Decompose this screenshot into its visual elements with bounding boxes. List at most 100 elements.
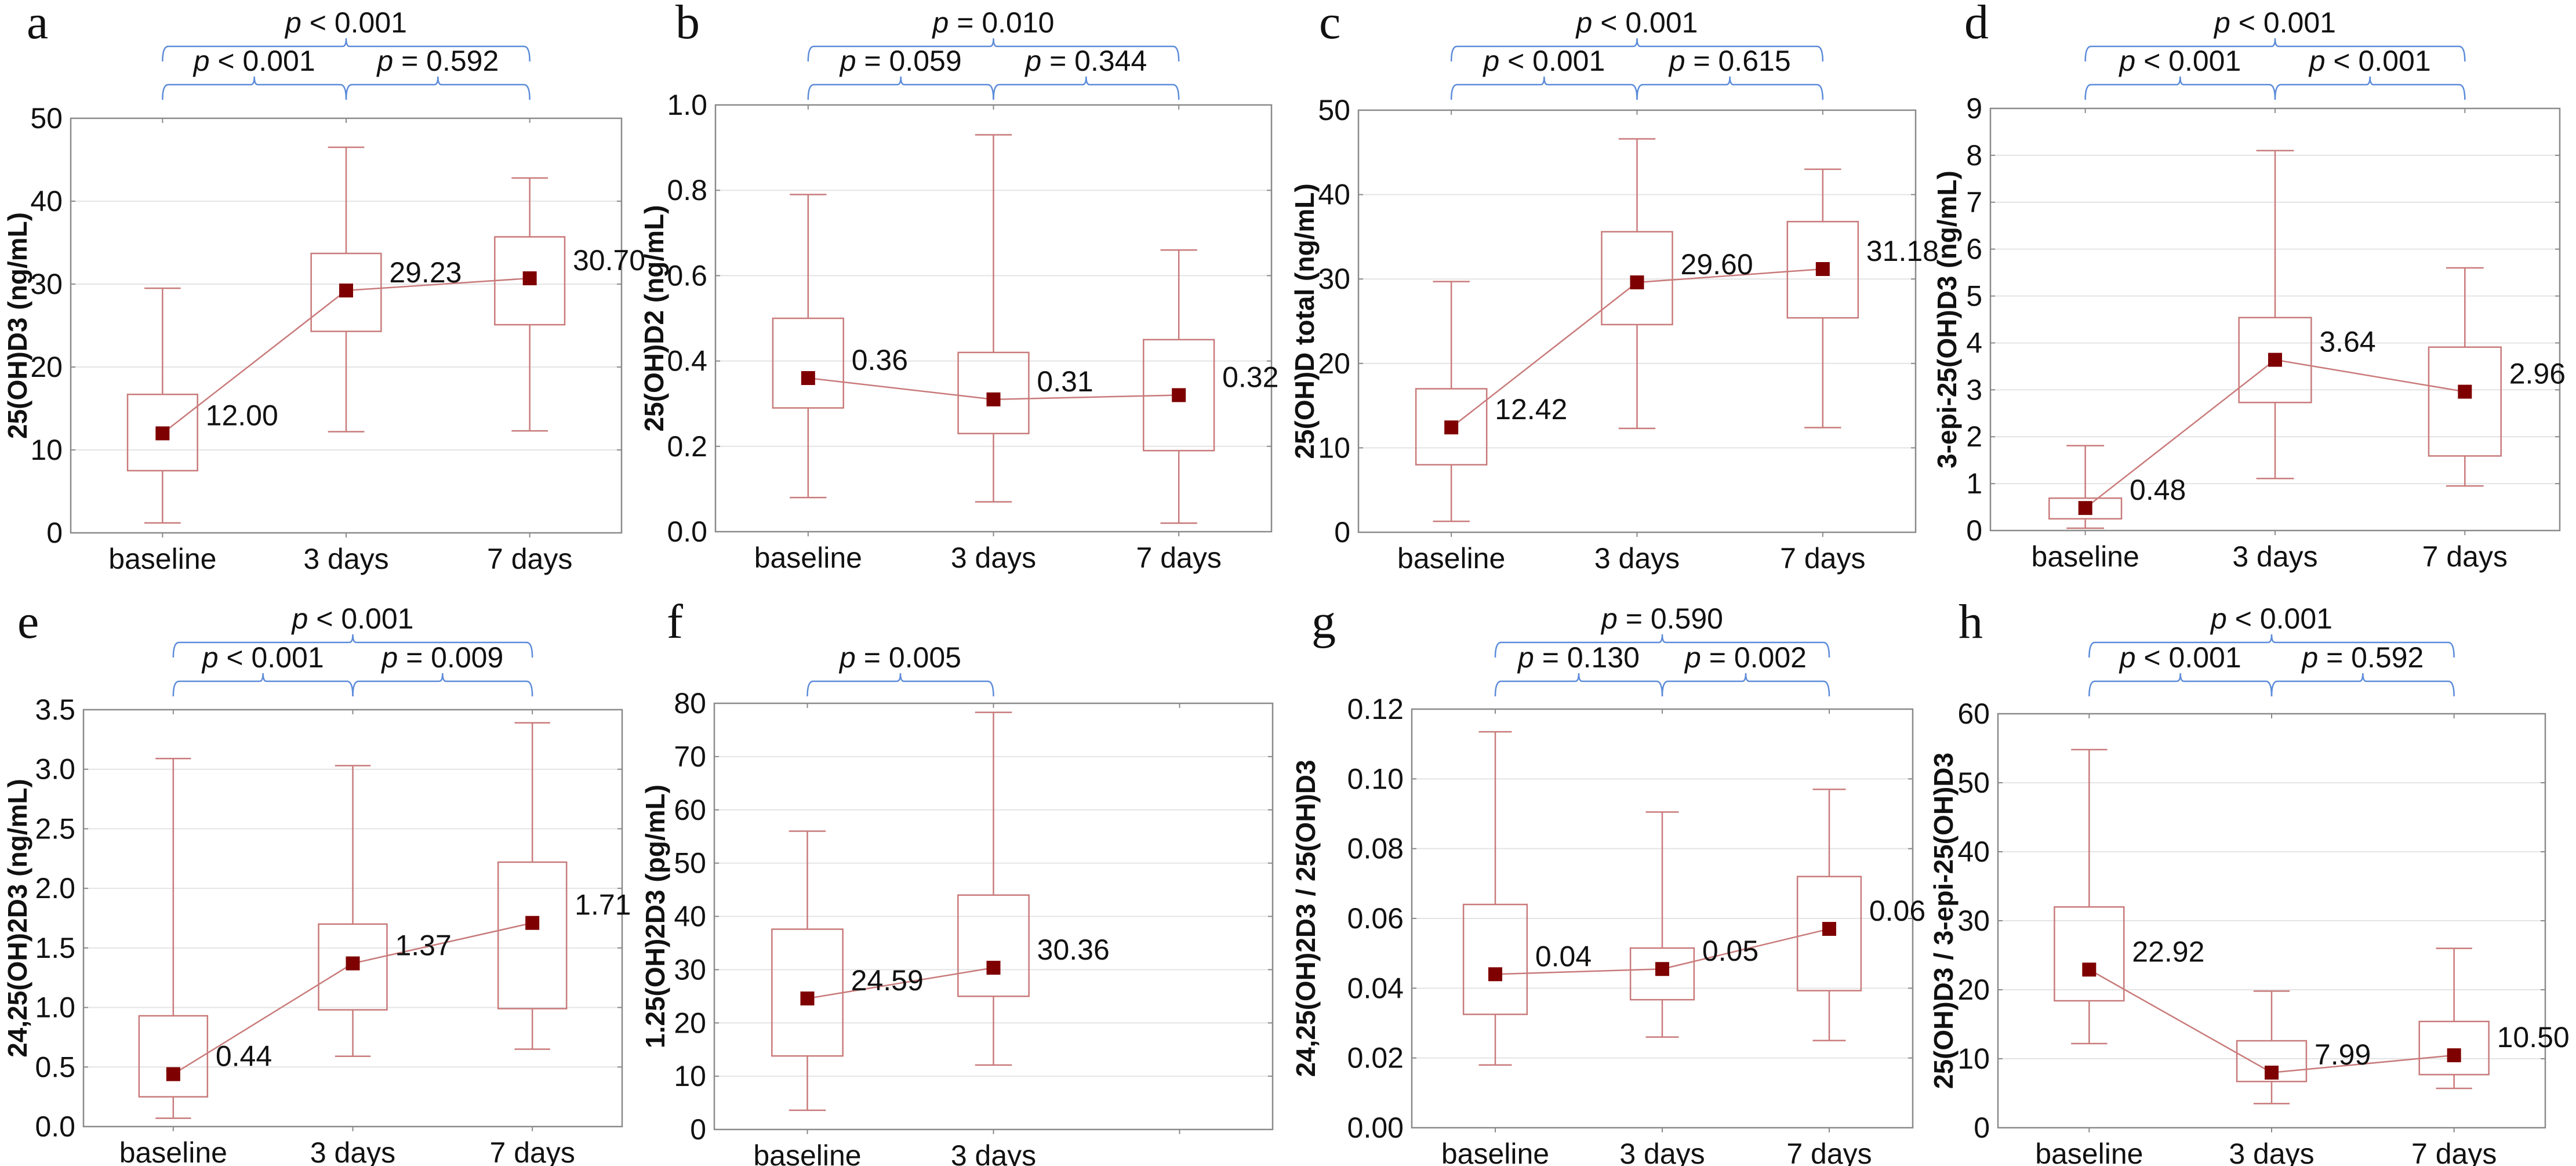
box [318,923,388,1011]
y-tick-label: 0 [690,1113,706,1146]
p-value-label: p < 0.001 [2118,45,2241,77]
y-tick-label: 0 [1334,516,1350,549]
y-tick-label: 40 [1957,836,1990,868]
y-tick-label: 7 [1966,186,1982,219]
panel-letter: c [1319,0,1340,49]
y-tick-label: 40 [1318,179,1350,211]
y-tick-label: 30 [674,953,706,986]
x-tick-label: 7 days [1786,1138,1872,1166]
box [126,393,198,471]
y-tick-label: 2.5 [35,812,75,845]
y-axis-label: 1.25(OH)2D3 (pg/mL) [640,784,670,1048]
y-axis-label: 25(OH)D total (ng/mL) [1289,183,1320,459]
panel-c: c 0 10 20 30 40 50 25(OH)D total (ng/mL) baselin… [1289,0,1939,575]
y-tick-label: 3 [1966,373,1982,406]
panel-b: b 0.0 0.2 0.4 0.6 0.8 1.0 25(OH)D2 (ng/mL) basel… [639,0,1278,574]
box [772,317,844,409]
x-tick-label: baseline [1397,542,1505,575]
box [2054,906,2125,1002]
value-label: 2.96 [2509,358,2566,390]
center-marker [986,961,1001,975]
center-marker [1172,388,1186,402]
y-axis-label: 25(OH)D3 (ng/mL) [2,212,32,439]
y-tick-label: 50 [30,102,63,135]
center-marker [2078,501,2092,515]
value-label: 0.31 [1037,365,1093,398]
panel-letter: d [1964,0,1989,49]
y-tick-label: 50 [674,847,706,880]
box [1143,339,1215,452]
significance-bracket [162,38,531,62]
value-label: 0.32 [1222,361,1278,393]
center-marker [1655,962,1669,976]
center-marker [986,392,1001,406]
value-label: 0.36 [852,344,908,376]
y-tick-label: 20 [1318,347,1350,380]
y-axis-label: 24,25(OH)2D3 (ng/mL) [2,779,32,1058]
y-tick-label: 0.4 [667,345,707,377]
panel-a: a 0 10 20 30 40 50 25(OH)D3 (ng/mL) baseline 3 da… [2,0,645,575]
box [2428,346,2502,457]
y-axis-label: 24,25(OH)2D3 / 25(OH)D3 [1291,760,1321,1077]
box [1462,903,1528,1015]
y-tick-label: 0.2 [667,430,707,463]
center-marker [2458,384,2472,399]
significance-bracket [2084,38,2466,62]
y-tick-label: 60 [1957,698,1990,730]
center-marker [1444,420,1459,435]
panel-h: h 0 10 20 30 40 50 60 25(OH)D3 / 3-epi-25(OH)D3 b… [1928,595,2570,1166]
value-label: 0.44 [216,1040,272,1073]
p-value-label: p = 0.590 [1600,602,1723,635]
center-line [807,967,994,1000]
panel-e: e 0.0 0.5 1.0 1.5 2.0 2.5 3.0 3.5 24,25(OH)2D3 (n… [2,595,631,1166]
value-label: 29.23 [389,256,462,289]
y-tick-label: 2.0 [35,872,75,905]
y-tick-label: 1.5 [35,932,75,964]
significance-bracket [2088,673,2273,697]
value-label: 7.99 [2315,1038,2371,1071]
value-label: 0.06 [1869,895,1925,927]
p-value-label: p < 0.001 [201,641,324,674]
y-tick-label: 2 [1966,420,1982,453]
x-tick-label: 7 days [2422,540,2508,573]
significance-bracket [172,673,354,697]
box [1629,947,1695,1001]
value-label: 0.04 [1535,940,1592,972]
y-tick-label: 0.6 [667,259,707,292]
center-marker [1488,967,1502,982]
value-label: 10.50 [2497,1021,2570,1054]
significance-bracket [162,76,347,100]
center-marker [155,426,170,441]
x-tick-label: 7 days [1136,542,1222,574]
panel-letter: a [27,0,48,49]
y-tick-label: 1.0 [667,89,707,121]
value-label: 31.18 [1866,235,1939,267]
p-value-label: p < 0.001 [291,602,414,635]
value-label: 30.70 [573,244,645,277]
p-value-label: p < 0.001 [192,45,315,77]
x-tick-label: baseline [119,1136,227,1166]
value-label: 3.64 [2319,326,2375,358]
p-value-label: p = 0.009 [380,641,503,674]
center-marker [1822,922,1836,936]
center-marker [801,371,815,386]
p-value-label: p = 0.010 [932,6,1055,39]
x-tick-label: 7 days [2411,1138,2497,1166]
box [1415,388,1488,466]
p-value-label: p < 0.001 [2119,641,2241,674]
y-tick-label: 30 [1318,263,1350,295]
significance-bracket [1494,673,1663,697]
significance-bracket [993,76,1180,100]
significance-bracket [2084,76,2276,100]
y-tick-label: 0 [1974,1111,1990,1144]
y-tick-label: 40 [674,900,706,933]
y-tick-label: 0.5 [35,1051,75,1083]
y-tick-label: 0.06 [1347,902,1404,935]
significance-bracket [806,673,994,697]
x-tick-label: 3 days [1619,1138,1705,1166]
x-tick-label: 7 days [1780,542,1865,575]
center-marker [1815,262,1830,277]
y-tick-label: 20 [1957,974,1990,1006]
x-tick-label: baseline [1441,1138,1549,1166]
p-value-label: p < 0.001 [1482,45,1605,77]
